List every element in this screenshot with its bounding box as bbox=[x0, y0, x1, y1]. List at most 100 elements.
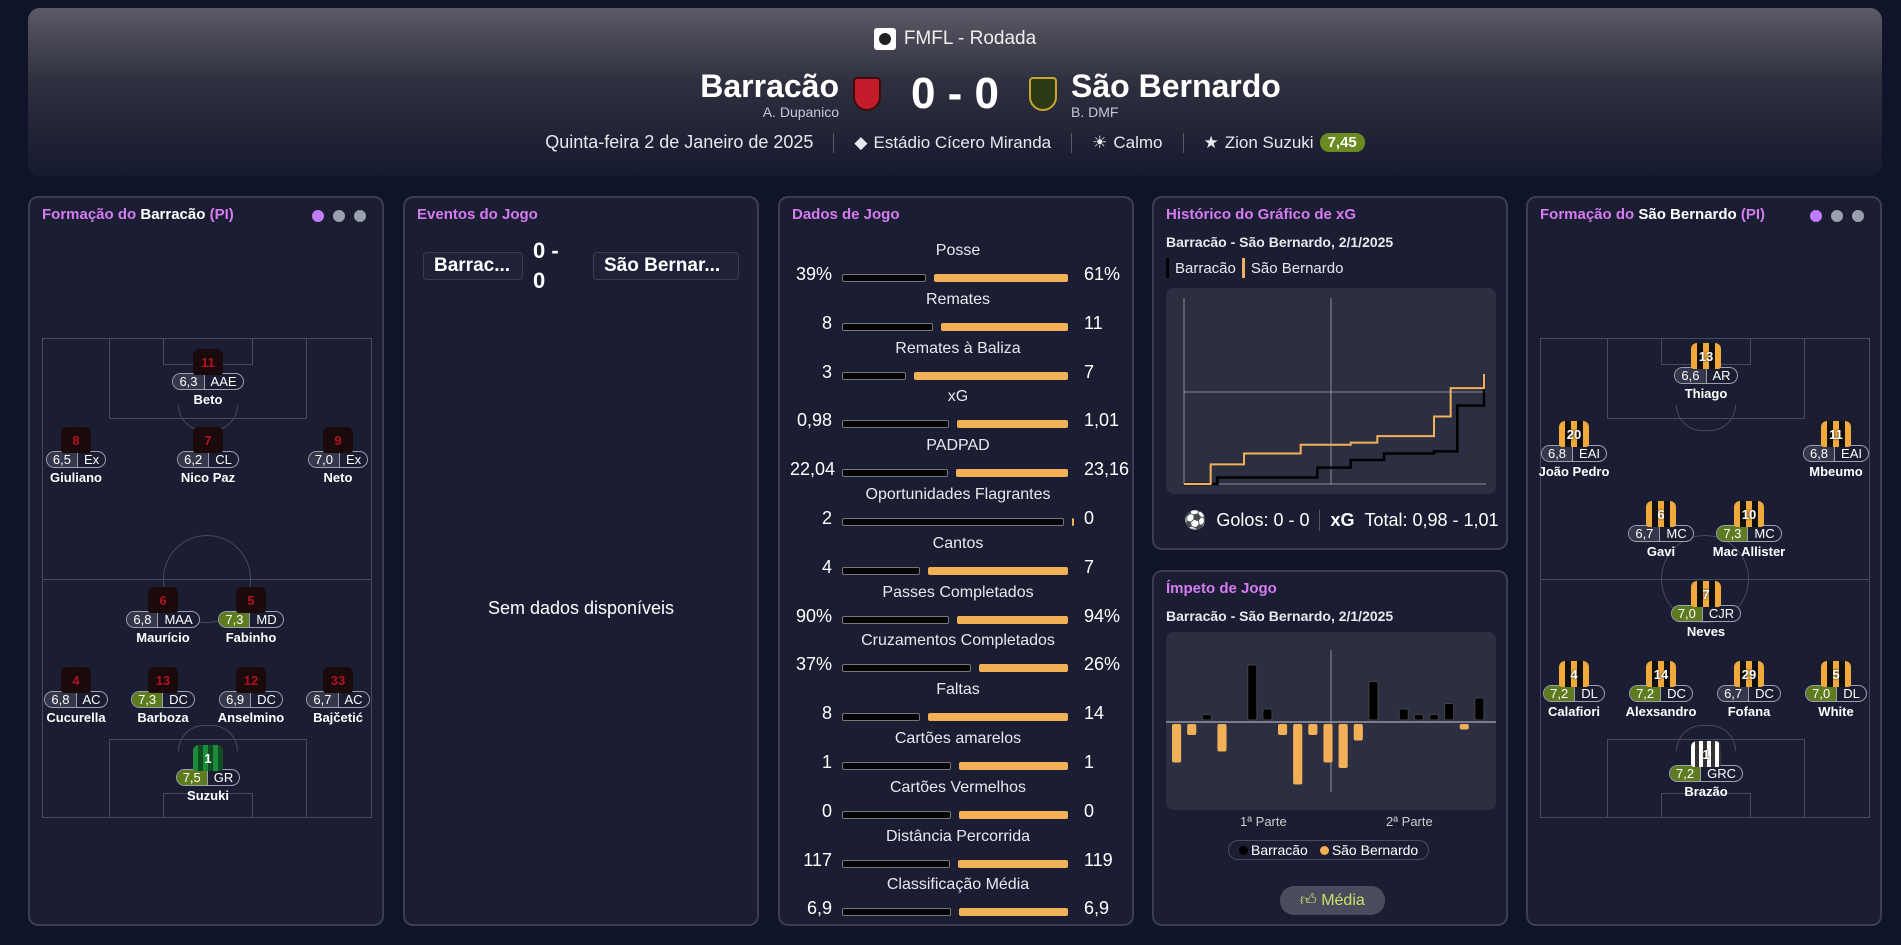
legend-home-swatch bbox=[1166, 258, 1169, 278]
player-card[interactable]: 1 7,2 GRC Brazão bbox=[1661, 741, 1751, 799]
player-rating: 6,8 bbox=[1541, 446, 1573, 461]
away-crest-icon bbox=[1029, 77, 1057, 111]
events-home-team[interactable]: Barrac... bbox=[423, 252, 523, 280]
home-coach[interactable]: A. Dupanico bbox=[762, 104, 839, 120]
legend-away[interactable]: São Bernardo bbox=[1250, 259, 1344, 277]
momentum-bar bbox=[1398, 708, 1409, 721]
player-card[interactable]: 6 6,7 MC Gavi bbox=[1616, 501, 1706, 559]
player-card[interactable]: 11 6,3 AAE Beto bbox=[163, 349, 253, 407]
stat-row: Passes Completados 90% 94% bbox=[790, 584, 1126, 632]
legend-home[interactable]: Barracão bbox=[1239, 842, 1308, 858]
momentum-chart-svg bbox=[1166, 650, 1496, 792]
player-rating-badge: 6,7 MC bbox=[1628, 525, 1694, 542]
shirt-icon: 11 bbox=[193, 349, 223, 375]
shirt-icon: 4 bbox=[61, 667, 91, 693]
player-card[interactable]: 13 6,6 AR Thiago bbox=[1661, 343, 1751, 401]
player-position: AC bbox=[337, 692, 369, 707]
pager-dot[interactable] bbox=[1810, 210, 1822, 222]
home-team[interactable]: Barracão A. Dupanico bbox=[499, 68, 839, 120]
stat-away-value: 0 bbox=[1084, 508, 1095, 528]
player-card[interactable]: 13 7,3 DC Barboza bbox=[118, 667, 208, 725]
player-card[interactable]: 5 7,0 DL White bbox=[1791, 661, 1881, 719]
stat-label: Remates à Baliza bbox=[895, 339, 1021, 357]
pager-dot[interactable] bbox=[354, 210, 366, 222]
player-card[interactable]: 29 6,7 DC Fofana bbox=[1704, 661, 1794, 719]
momentum-bar bbox=[1247, 664, 1258, 721]
stat-home-bar bbox=[842, 908, 951, 917]
stat-home-value: 90% bbox=[795, 605, 832, 626]
shirt-icon: 13 bbox=[148, 667, 178, 693]
match-header: FMFL - Rodada Barracão A. Dupanico 0 - 0… bbox=[28, 8, 1882, 176]
player-card[interactable]: 11 6,8 EAI Mbeumo bbox=[1791, 421, 1881, 479]
stat-home-value: 3 bbox=[821, 361, 832, 382]
home-lineup-panel: Formação do Barracão (PI) 11 6,3 AAE Beto 8 6… bbox=[28, 196, 384, 926]
away-team-name[interactable]: São Bernardo bbox=[1071, 68, 1281, 104]
player-name: Nico Paz bbox=[180, 470, 236, 485]
momentum-bar bbox=[1444, 703, 1455, 721]
legend-away[interactable]: São Bernardo bbox=[1319, 842, 1418, 858]
player-card[interactable]: 10 7,3 MC Mac Allister bbox=[1704, 501, 1794, 559]
xg-label: xG bbox=[1319, 510, 1354, 531]
competition-name[interactable]: FMFL - Rodada bbox=[903, 28, 1037, 49]
away-team[interactable]: São Bernardo B. DMF bbox=[1071, 68, 1411, 120]
stat-home-bar bbox=[842, 762, 951, 770]
stat-home-bar bbox=[842, 371, 906, 380]
stat-away-bar bbox=[959, 908, 1068, 917]
stat-home-bar bbox=[842, 420, 950, 429]
stat-label: Cartões Vermelhos bbox=[889, 778, 1027, 796]
pager-dot[interactable] bbox=[312, 210, 324, 222]
player-rating: 6,8 bbox=[45, 692, 76, 707]
player-card[interactable]: 20 6,8 EAI João Pedro bbox=[1529, 421, 1619, 479]
stat-row: Cartões amarelos 1 1 bbox=[790, 730, 1126, 778]
player-position: EAI bbox=[1834, 446, 1868, 461]
away-coach[interactable]: B. DMF bbox=[1071, 104, 1119, 120]
shirt-icon: 8 bbox=[61, 427, 91, 453]
stat-row: xG 0,98 1,01 bbox=[790, 388, 1126, 436]
second-half-label: 2ª Parte bbox=[1386, 814, 1433, 829]
player-card[interactable]: 5 7,3 MD Fabinho bbox=[206, 587, 296, 645]
player-card[interactable]: 14 7,2 DC Alexsandro bbox=[1616, 661, 1706, 719]
player-card[interactable]: 12 6,9 DC Anselmino bbox=[206, 667, 296, 725]
momentum-subtitle: Barracão - São Bernardo, 2/1/2025 bbox=[1166, 608, 1394, 624]
player-card[interactable]: 7 6,2 CL Nico Paz bbox=[163, 427, 253, 485]
stat-home-value: 8 bbox=[821, 312, 832, 333]
player-card[interactable]: 6 6,8 MAA Maurício bbox=[118, 587, 208, 645]
player-card[interactable]: 9 7,0 Ex Neto bbox=[293, 427, 383, 485]
player-position: MAA bbox=[157, 612, 198, 627]
stat-home-bar bbox=[842, 664, 971, 673]
average-button[interactable]: 👍︎ Média bbox=[1280, 886, 1385, 915]
stat-away-bar bbox=[956, 615, 1068, 624]
events-away-team[interactable]: São Bernar... bbox=[593, 252, 739, 280]
player-card[interactable]: 1 7,5 GR Suzuki bbox=[163, 745, 253, 803]
legend-home[interactable]: Barracão bbox=[1175, 259, 1236, 277]
home-team-name[interactable]: Barracão bbox=[700, 68, 839, 104]
player-card[interactable]: 7 7,0 CJR Neves bbox=[1661, 581, 1751, 639]
shirt-icon: 7 bbox=[193, 427, 223, 453]
player-position: DC bbox=[250, 692, 282, 707]
stadium[interactable]: ◆ Estádio Cícero Miranda bbox=[833, 132, 1071, 153]
player-card[interactable]: 4 7,2 DL Calafiori bbox=[1529, 661, 1619, 719]
pager-dot[interactable] bbox=[1831, 210, 1843, 222]
player-rating: 6,8 bbox=[1803, 446, 1835, 461]
stat-home-value: 2 bbox=[821, 508, 832, 528]
player-card[interactable]: 8 6,5 Ex Giuliano bbox=[31, 427, 121, 485]
first-half-label: 1ª Parte bbox=[1240, 814, 1287, 829]
man-of-the-match[interactable]: ★ Zion Suzuki 7,45 bbox=[1182, 132, 1385, 153]
stat-row: Posse 39% 61% bbox=[790, 242, 1126, 290]
stat-away-value: 119 bbox=[1084, 849, 1113, 870]
stat-away-bar bbox=[934, 274, 1068, 282]
player-rating-badge: 7,0 CJR bbox=[1670, 605, 1742, 622]
player-card[interactable]: 4 6,8 AC Cucurella bbox=[31, 667, 121, 725]
player-position: DL bbox=[1836, 686, 1866, 701]
pager-dot[interactable] bbox=[333, 210, 345, 222]
shirt-icon: 5 bbox=[1821, 661, 1851, 687]
player-rating: 6,7 bbox=[1629, 526, 1660, 541]
stat-away-bar bbox=[913, 371, 1068, 380]
home-lineup-pager bbox=[312, 210, 366, 222]
player-card[interactable]: 33 6,7 AC Bajčetić bbox=[293, 667, 383, 725]
pager-dot[interactable] bbox=[1852, 210, 1864, 222]
shirt-icon: 14 bbox=[1646, 661, 1676, 687]
player-rating: 7,0 bbox=[1671, 606, 1702, 621]
stat-away-bar bbox=[959, 810, 1068, 819]
stat-away-bar bbox=[1072, 518, 1074, 526]
